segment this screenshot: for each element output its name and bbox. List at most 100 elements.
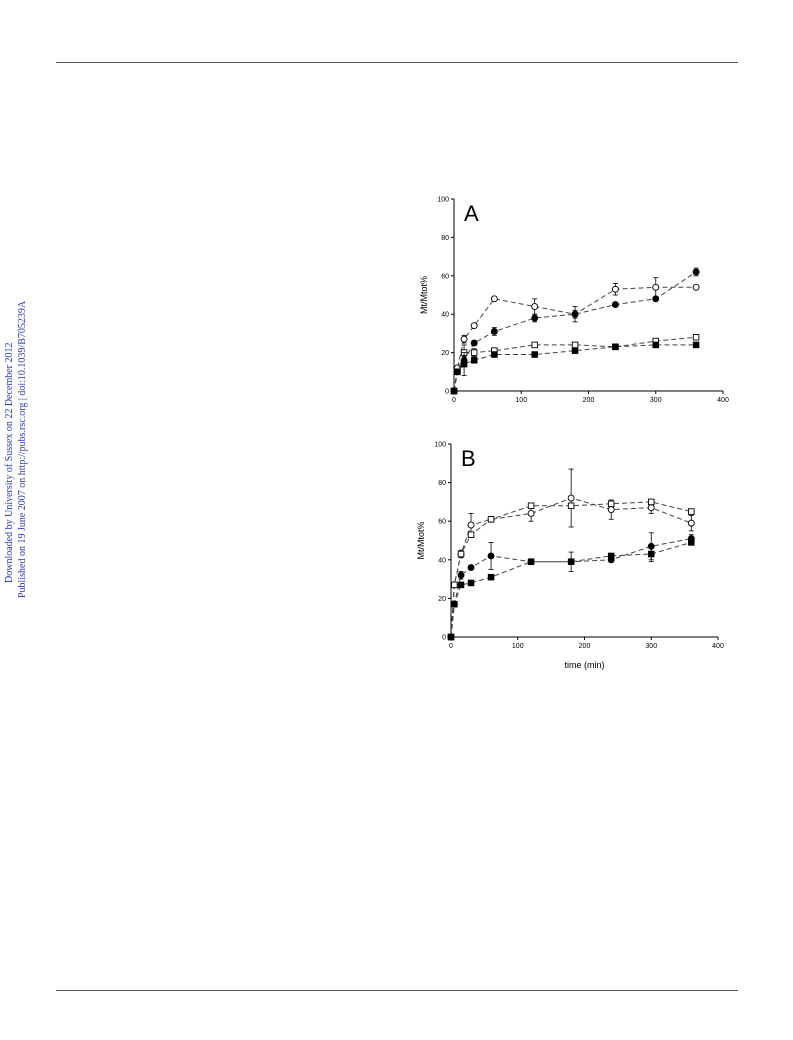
data-point <box>567 494 575 502</box>
data-point <box>460 335 468 343</box>
data-point <box>487 573 495 581</box>
data-point <box>451 581 458 589</box>
data-point <box>531 303 539 310</box>
y-tick-label: 40 <box>438 557 446 564</box>
data-point <box>454 368 461 376</box>
data-point <box>652 341 660 349</box>
x-tick-label: 300 <box>650 397 662 404</box>
data-point <box>467 564 475 571</box>
data-point <box>611 301 619 309</box>
x-tick-label: 0 <box>449 643 453 650</box>
y-axis-title: Mt/Mtot% <box>416 521 426 559</box>
data-point <box>607 500 615 508</box>
data-point <box>692 283 700 291</box>
series-line <box>453 344 697 392</box>
y-tick-label: 100 <box>437 197 449 204</box>
x-tick-label: 100 <box>515 397 527 404</box>
data-point <box>571 341 579 349</box>
data-point <box>457 581 465 589</box>
y-tick-label: 60 <box>438 519 446 526</box>
data-point <box>652 295 660 303</box>
data-point <box>447 633 455 641</box>
y-tick-label: 80 <box>441 235 449 242</box>
header-rule <box>56 62 738 63</box>
data-point <box>457 571 465 579</box>
data-point <box>567 558 575 565</box>
y-axis-title: Mt/Mtot% <box>419 276 429 314</box>
x-axis-title: time (min) <box>565 660 605 670</box>
data-point <box>571 347 579 354</box>
y-tick-label: 0 <box>445 389 449 396</box>
y-tick-label: 20 <box>438 596 446 603</box>
data-point <box>612 343 619 351</box>
footer-rule <box>56 990 738 991</box>
x-tick-label: 200 <box>579 643 591 650</box>
series-line <box>453 286 697 392</box>
series-open-square <box>450 333 700 395</box>
data-point <box>490 328 498 335</box>
data-point <box>567 502 575 510</box>
x-tick-label: 300 <box>645 643 657 650</box>
data-point <box>490 295 498 303</box>
data-point <box>692 341 700 349</box>
data-point <box>470 357 478 364</box>
data-point <box>467 531 475 538</box>
chart-panel-b: 0 20 40 60 80 100 0 100 200 300 400 Mt/Mtot% time (m… <box>416 442 724 671</box>
data-point <box>487 516 495 523</box>
chart-panel-a: 0 20 40 60 80 100 0 100 200 300 400 Mt/Mtot% A <box>419 197 729 405</box>
x-tick-label: 0 <box>452 397 456 404</box>
series-line <box>450 538 692 638</box>
y-tick-label: 40 <box>441 312 449 319</box>
data-point <box>531 341 538 349</box>
data-point <box>460 360 468 368</box>
data-point <box>652 283 660 291</box>
data-point <box>571 310 579 318</box>
data-point <box>648 550 655 558</box>
data-point <box>687 519 695 527</box>
panel-label: B <box>461 446 476 471</box>
data-point <box>607 552 615 560</box>
series-filled-square <box>447 539 695 641</box>
series-line <box>450 541 692 638</box>
data-point <box>531 351 538 358</box>
series-line <box>450 501 692 638</box>
y-tick-label: 80 <box>438 480 446 487</box>
data-point <box>531 314 539 322</box>
y-tick-label: 100 <box>434 442 446 449</box>
series-line <box>453 336 697 392</box>
data-point <box>470 322 478 330</box>
data-point <box>470 339 478 347</box>
series-filled-circle <box>450 267 700 395</box>
data-point <box>648 498 655 506</box>
data-point <box>467 521 475 529</box>
x-tick-label: 400 <box>712 643 724 650</box>
panel-label: A <box>464 201 479 226</box>
y-tick-label: 20 <box>441 350 449 357</box>
series-filled-square <box>450 341 700 395</box>
data-point <box>527 502 535 510</box>
data-point <box>491 351 498 358</box>
data-point <box>527 558 535 565</box>
series-line <box>453 271 697 392</box>
data-point <box>467 579 475 587</box>
data-point <box>451 600 458 608</box>
x-tick-label: 400 <box>717 397 729 404</box>
y-tick-label: 60 <box>441 273 449 280</box>
data-point <box>611 285 619 293</box>
data-point <box>487 552 495 560</box>
data-point <box>692 268 700 276</box>
data-point <box>688 508 695 515</box>
series-filled-circle <box>447 532 695 641</box>
data-point <box>607 506 615 514</box>
data-point <box>470 349 478 356</box>
data-point <box>692 333 700 341</box>
data-point <box>647 504 655 512</box>
data-point <box>450 387 458 395</box>
data-point <box>527 510 535 517</box>
data-point <box>688 539 695 546</box>
y-tick-label: 0 <box>442 635 446 642</box>
data-point <box>457 550 465 558</box>
x-tick-label: 200 <box>583 397 595 404</box>
x-tick-label: 100 <box>512 643 524 650</box>
